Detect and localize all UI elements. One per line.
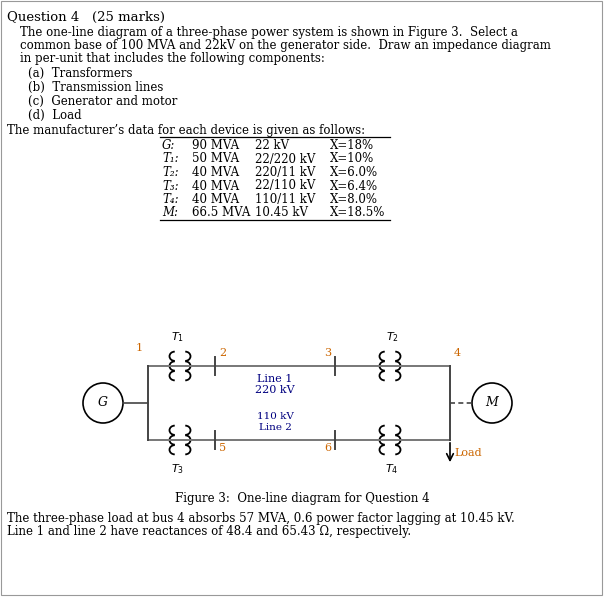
Text: $T_3$: $T_3$ — [172, 462, 185, 476]
Text: (b)  Transmission lines: (b) Transmission lines — [28, 81, 163, 94]
Text: X=18%: X=18% — [330, 139, 374, 152]
Text: X=6.0%: X=6.0% — [330, 166, 378, 179]
Text: The one-line diagram of a three-phase power system is shown in Figure 3.  Select: The one-line diagram of a three-phase po… — [20, 26, 518, 39]
Text: 90 MVA: 90 MVA — [192, 139, 239, 152]
Text: 6: 6 — [324, 443, 331, 453]
Text: T₃:: T₃: — [162, 180, 179, 192]
Text: The manufacturer’s data for each device is given as follows:: The manufacturer’s data for each device … — [7, 124, 365, 137]
Text: G: G — [98, 396, 108, 410]
Text: X=6.4%: X=6.4% — [330, 180, 378, 192]
Text: 40 MVA: 40 MVA — [192, 180, 239, 192]
Text: T₂:: T₂: — [162, 166, 179, 179]
Text: M:: M: — [162, 207, 178, 220]
Text: 220 kV: 220 kV — [255, 385, 295, 395]
Text: 2: 2 — [219, 348, 226, 358]
Text: 22/220 kV: 22/220 kV — [255, 152, 315, 165]
Text: 10.45 kV: 10.45 kV — [255, 207, 308, 220]
Text: Figure 3:  One-line diagram for Question 4: Figure 3: One-line diagram for Question … — [175, 492, 429, 505]
Text: T₁:: T₁: — [162, 152, 179, 165]
Text: 40 MVA: 40 MVA — [192, 166, 239, 179]
Text: $T_4$: $T_4$ — [385, 462, 399, 476]
Text: $T_1$: $T_1$ — [172, 330, 184, 344]
Text: $T_2$: $T_2$ — [385, 330, 399, 344]
Text: (a)  Transformers: (a) Transformers — [28, 67, 132, 80]
Text: T₄:: T₄: — [162, 193, 179, 206]
Text: 3: 3 — [324, 348, 331, 358]
Text: Line 2: Line 2 — [259, 423, 292, 432]
Text: G:: G: — [162, 139, 175, 152]
Text: common base of 100 MVA and 22kV on the generator side.  Draw an impedance diagra: common base of 100 MVA and 22kV on the g… — [20, 39, 551, 52]
Text: Line 1: Line 1 — [257, 374, 293, 384]
Text: 110/11 kV: 110/11 kV — [255, 193, 315, 206]
Text: (d)  Load: (d) Load — [28, 109, 82, 122]
Text: 4: 4 — [454, 348, 461, 358]
Text: 50 MVA: 50 MVA — [192, 152, 239, 165]
Text: 5: 5 — [219, 443, 226, 453]
Text: 22/110 kV: 22/110 kV — [255, 180, 315, 192]
Text: 40 MVA: 40 MVA — [192, 193, 239, 206]
Text: 110 kV: 110 kV — [257, 412, 294, 421]
Text: X=18.5%: X=18.5% — [330, 207, 385, 220]
Text: M: M — [486, 396, 498, 410]
Text: The three-phase load at bus 4 absorbs 57 MVA, 0.6 power factor lagging at 10.45 : The three-phase load at bus 4 absorbs 57… — [7, 512, 515, 525]
Text: 22 kV: 22 kV — [255, 139, 289, 152]
Text: 220/11 kV: 220/11 kV — [255, 166, 315, 179]
Text: 1: 1 — [136, 343, 143, 353]
Text: Question 4   (25 marks): Question 4 (25 marks) — [7, 11, 165, 24]
Text: in per-unit that includes the following components:: in per-unit that includes the following … — [20, 52, 325, 65]
Text: X=8.0%: X=8.0% — [330, 193, 378, 206]
Text: Line 1 and line 2 have reactances of 48.4 and 65.43 Ω, respectively.: Line 1 and line 2 have reactances of 48.… — [7, 525, 411, 538]
Text: X=10%: X=10% — [330, 152, 374, 165]
Text: Load: Load — [454, 448, 481, 457]
Text: 66.5 MVA: 66.5 MVA — [192, 207, 251, 220]
Text: (c)  Generator and motor: (c) Generator and motor — [28, 95, 178, 108]
